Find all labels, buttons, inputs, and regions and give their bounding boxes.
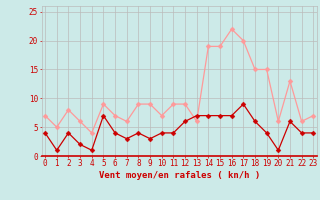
X-axis label: Vent moyen/en rafales ( kn/h ): Vent moyen/en rafales ( kn/h ): [99, 171, 260, 180]
